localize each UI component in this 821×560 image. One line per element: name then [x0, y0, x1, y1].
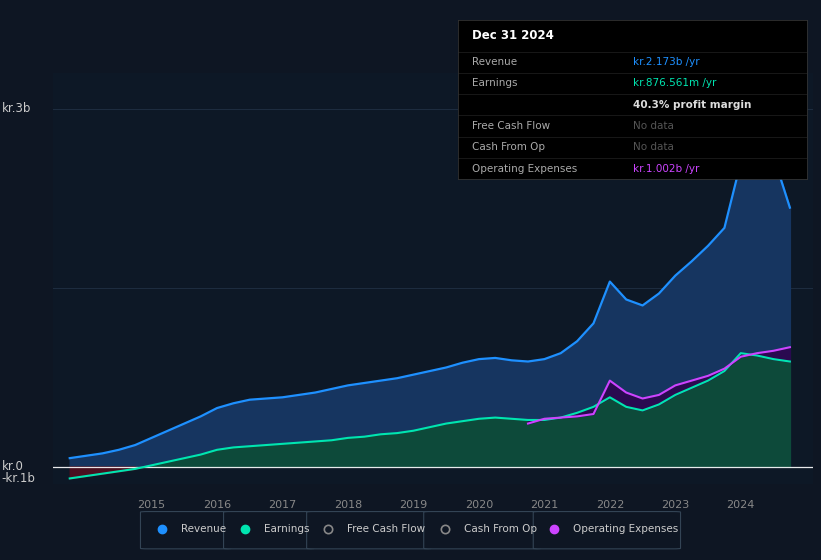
Text: -kr.1b: -kr.1b	[2, 472, 35, 485]
Text: 40.3% profit margin: 40.3% profit margin	[633, 100, 751, 110]
Text: Dec 31 2024: Dec 31 2024	[472, 29, 554, 42]
Text: Revenue: Revenue	[181, 524, 226, 534]
Text: Free Cash Flow: Free Cash Flow	[472, 121, 550, 131]
Text: Cash From Op: Cash From Op	[472, 142, 545, 152]
Text: No data: No data	[633, 142, 673, 152]
Text: 2020: 2020	[465, 500, 493, 510]
Text: kr.2.173b /yr: kr.2.173b /yr	[633, 57, 699, 67]
Text: kr.876.561m /yr: kr.876.561m /yr	[633, 78, 716, 88]
Text: Operating Expenses: Operating Expenses	[573, 524, 678, 534]
Text: 2017: 2017	[268, 500, 296, 510]
Text: 2023: 2023	[661, 500, 690, 510]
Text: Earnings: Earnings	[472, 78, 517, 88]
Text: Earnings: Earnings	[264, 524, 309, 534]
Text: kr.1.002b /yr: kr.1.002b /yr	[633, 164, 699, 174]
Text: 2024: 2024	[727, 500, 755, 510]
FancyBboxPatch shape	[307, 512, 431, 549]
Text: 2015: 2015	[137, 500, 166, 510]
FancyBboxPatch shape	[424, 512, 541, 549]
Text: kr.0: kr.0	[2, 460, 24, 473]
FancyBboxPatch shape	[534, 512, 681, 549]
FancyBboxPatch shape	[223, 512, 314, 549]
Text: 2019: 2019	[399, 500, 428, 510]
Text: kr.3b: kr.3b	[2, 102, 31, 115]
Text: 2021: 2021	[530, 500, 558, 510]
Text: 2016: 2016	[203, 500, 231, 510]
FancyBboxPatch shape	[140, 512, 232, 549]
Text: 2018: 2018	[334, 500, 362, 510]
Text: Revenue: Revenue	[472, 57, 517, 67]
Text: Cash From Op: Cash From Op	[464, 524, 537, 534]
Text: No data: No data	[633, 121, 673, 131]
Text: Free Cash Flow: Free Cash Flow	[346, 524, 424, 534]
Text: Operating Expenses: Operating Expenses	[472, 164, 577, 174]
Text: 2022: 2022	[596, 500, 624, 510]
